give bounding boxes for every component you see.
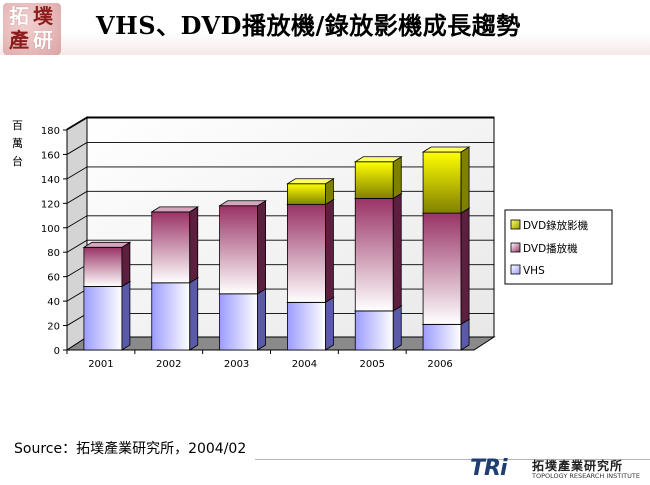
x-tick-label: 2006: [427, 359, 452, 370]
bar-top-dvd-player: [82, 241, 132, 248]
y-axis: 0 20 40 60 80 100 120 140 160 180: [41, 126, 68, 357]
legend-label-vhs: VHS: [523, 265, 545, 277]
logo-char: 拓: [9, 4, 29, 28]
logo-char: 研: [33, 28, 53, 52]
x-tick-label: 2005: [360, 359, 385, 370]
company-logo: 拓 墣 產 研: [3, 3, 61, 55]
bar-side-dvd-player: [325, 198, 334, 304]
bar-segment-vhs: [422, 323, 462, 351]
y-tick-label: 160: [41, 150, 60, 161]
legend-label-dvd-recorder: DVD錄放影機: [523, 219, 589, 232]
bar-segment-dvd-player: [354, 198, 394, 312]
y-tick-label: 140: [41, 175, 60, 186]
bar-side-vhs: [121, 280, 131, 351]
legend-swatch-dvd-recorder: [510, 219, 521, 230]
x-tick-label: 2003: [224, 359, 249, 370]
gridline: [66, 117, 494, 131]
y-tick-label: 40: [47, 297, 60, 308]
y-tick-label: 120: [41, 199, 60, 210]
bar-segment-vhs: [287, 301, 326, 351]
bar-side-dvd-recorder: [460, 146, 470, 214]
bars: [82, 146, 471, 351]
bar-side-dvd-player: [460, 207, 470, 326]
source-note: Source：拓墣產業研究所，2004/02: [14, 441, 247, 457]
x-tick-label: 2002: [156, 359, 181, 370]
bar-stack-2002: [150, 206, 200, 351]
bar-stack-2004: [286, 178, 335, 351]
legend-frame: [504, 209, 613, 285]
y-axis-title: 百 萬 台: [12, 119, 23, 168]
footer-divider: [255, 459, 650, 460]
tri-logo: TRi 拓墣產業研究所 TOPOLOGY RESEARCH INSTITUTE: [470, 456, 650, 485]
legend-swatch-dvd-player: [510, 242, 521, 253]
y-axis-title-char: 萬: [12, 137, 23, 150]
y-tick-label: 100: [41, 224, 60, 235]
legend-label-dvd-player: DVD播放機: [523, 242, 578, 255]
bar-side-dvd-player: [392, 192, 402, 312]
y-tick-label: 20: [47, 322, 60, 333]
bar-top-dvd-recorder: [421, 146, 471, 153]
bar-segment-vhs: [219, 293, 258, 351]
slide-title: VHS、DVD播放機/錄放影機成長趨勢: [96, 11, 521, 40]
y-tick-label: 180: [41, 126, 60, 137]
x-tick-label: 2004: [292, 359, 317, 370]
logo-char: 墣: [33, 4, 53, 28]
bar-top-dvd-recorder: [353, 156, 403, 163]
y-tick-label: 0: [54, 346, 60, 357]
title-bar: [0, 0, 650, 55]
y-tick-label: 60: [47, 273, 60, 284]
x-tick-label: 2001: [88, 359, 113, 370]
bar-side-vhs: [189, 277, 199, 351]
bar-side-vhs: [325, 296, 334, 351]
bar-side-vhs: [392, 305, 402, 351]
bar-side-vhs: [257, 288, 266, 351]
bar-segment-dvd-recorder: [354, 161, 394, 199]
y-axis-title-char: 百: [12, 119, 23, 132]
bar-side-dvd-player: [121, 241, 131, 288]
bar-stack-2005: [353, 156, 403, 351]
bar-stack-2003: [218, 200, 267, 351]
bar-segment-vhs: [151, 282, 191, 351]
bar-segment-dvd-recorder: [287, 183, 326, 205]
bar-segment-dvd-player: [287, 204, 326, 303]
bar-stack-2006: [421, 146, 471, 351]
bar-top-dvd-recorder: [286, 178, 335, 185]
tri-logo-name-en: TOPOLOGY RESEARCH INSTITUTE: [532, 472, 640, 480]
bar-segment-vhs: [83, 286, 123, 351]
bar-top-dvd-player: [218, 200, 267, 207]
x-axis: 2001 2002 2003 2004 2005 2006: [66, 349, 474, 370]
y-axis-title-char: 台: [12, 154, 23, 168]
bar-segment-dvd-player: [151, 211, 191, 284]
bar-segment-dvd-recorder: [422, 151, 462, 214]
bar-side-dvd-recorder: [392, 156, 402, 200]
logo-char: 產: [9, 28, 29, 52]
bar-segment-vhs: [354, 310, 394, 351]
bar-segment-dvd-player: [219, 205, 258, 295]
tri-logo-mark: TRi: [470, 456, 507, 481]
bar-stack-2001: [82, 241, 132, 351]
bar-side-dvd-player: [189, 206, 199, 284]
tri-logo-name-cn: 拓墣產業研究所: [532, 459, 624, 473]
y-tick-label: 80: [47, 248, 60, 259]
legend-swatch-vhs: [510, 264, 521, 275]
gridline: [66, 141, 494, 155]
bar-top-dvd-player: [150, 206, 200, 213]
bar-side-dvd-player: [257, 200, 266, 295]
bar-segment-dvd-player: [83, 246, 123, 287]
chart-legend: DVD錄放影機 DVD播放機 VHS: [504, 209, 613, 285]
bar-segment-dvd-player: [422, 212, 462, 325]
